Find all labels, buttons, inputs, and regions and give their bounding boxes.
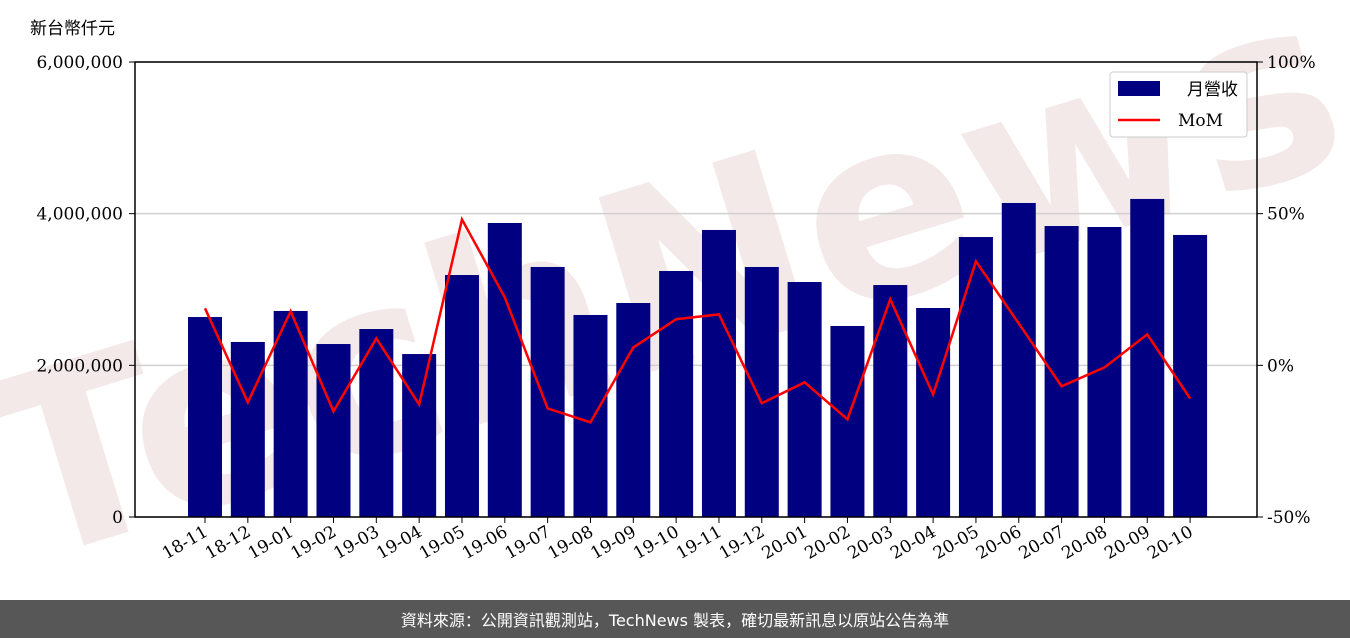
x-tick-label: 19-12: [716, 522, 768, 564]
bar: [701, 229, 736, 518]
x-tick-label: 20-03: [844, 522, 896, 564]
bar: [744, 266, 779, 517]
plot-frame: [134, 61, 1258, 518]
y2-tick-label: -50%: [1267, 508, 1311, 528]
bar: [1044, 226, 1079, 517]
x-tick-label: 20-04: [887, 522, 939, 564]
x-tick-label: 19-10: [630, 522, 682, 564]
legend-label: MoM: [1178, 111, 1223, 131]
x-tick-label: 19-06: [459, 522, 511, 564]
bar: [530, 266, 565, 517]
y-tick-label: 0: [112, 508, 123, 528]
bar: [188, 317, 222, 517]
x-tick-label: 20-06: [973, 522, 1025, 564]
x-tick-label: 20-02: [802, 522, 854, 564]
footer: 資料來源：公開資訊觀測站，TechNews 製表，確切最新訊息以原站公告為準: [401, 611, 949, 630]
bar: [573, 314, 608, 517]
y2-tick-label: 0%: [1267, 356, 1294, 376]
y2-tick-label: 100%: [1267, 53, 1316, 73]
bar: [444, 275, 479, 517]
bar: [916, 308, 951, 517]
bar: [402, 354, 437, 517]
x-tick-label: 20-07: [1016, 522, 1068, 564]
x-tick-label: 19-11: [673, 522, 725, 564]
x-tick-label: 19-07: [502, 522, 554, 564]
x-tick-label: 20-09: [1101, 522, 1153, 564]
bar: [830, 325, 865, 517]
x-tick-label: 19-09: [587, 522, 639, 564]
x-tick-label: 20-10: [1144, 522, 1196, 564]
x-tick-label: 19-08: [545, 522, 597, 564]
footer-bar: [0, 600, 1350, 638]
y-tick-label: 4,000,000: [36, 205, 123, 225]
bar: [487, 222, 522, 517]
bar: [273, 310, 308, 517]
y-tick-label: 2,000,000: [36, 356, 123, 376]
bar: [1001, 202, 1036, 517]
bar: [659, 270, 694, 517]
y-axis-label: 新台幣仟元: [30, 19, 115, 39]
legend-swatch: [1118, 81, 1160, 96]
bar: [787, 281, 822, 517]
bar: [616, 302, 651, 517]
x-tick-label: 19-04: [373, 522, 425, 564]
bar: [873, 285, 908, 517]
x-tick-label: 20-05: [930, 522, 982, 564]
bar: [359, 329, 394, 517]
y2-tick-label: 50%: [1267, 205, 1305, 225]
bar: [1173, 234, 1208, 517]
bar: [230, 341, 265, 517]
line: [203, 215, 1192, 424]
legend-label: 月營收: [1187, 80, 1238, 100]
y-tick-label: 6,000,000: [36, 53, 123, 73]
x-tick-label: 20-01: [759, 522, 811, 564]
bar: [1130, 198, 1165, 517]
x-tick-label: 20-08: [1058, 522, 1110, 564]
bar: [316, 344, 351, 517]
bar: [958, 237, 993, 518]
x-tick-label: 19-05: [416, 522, 468, 564]
